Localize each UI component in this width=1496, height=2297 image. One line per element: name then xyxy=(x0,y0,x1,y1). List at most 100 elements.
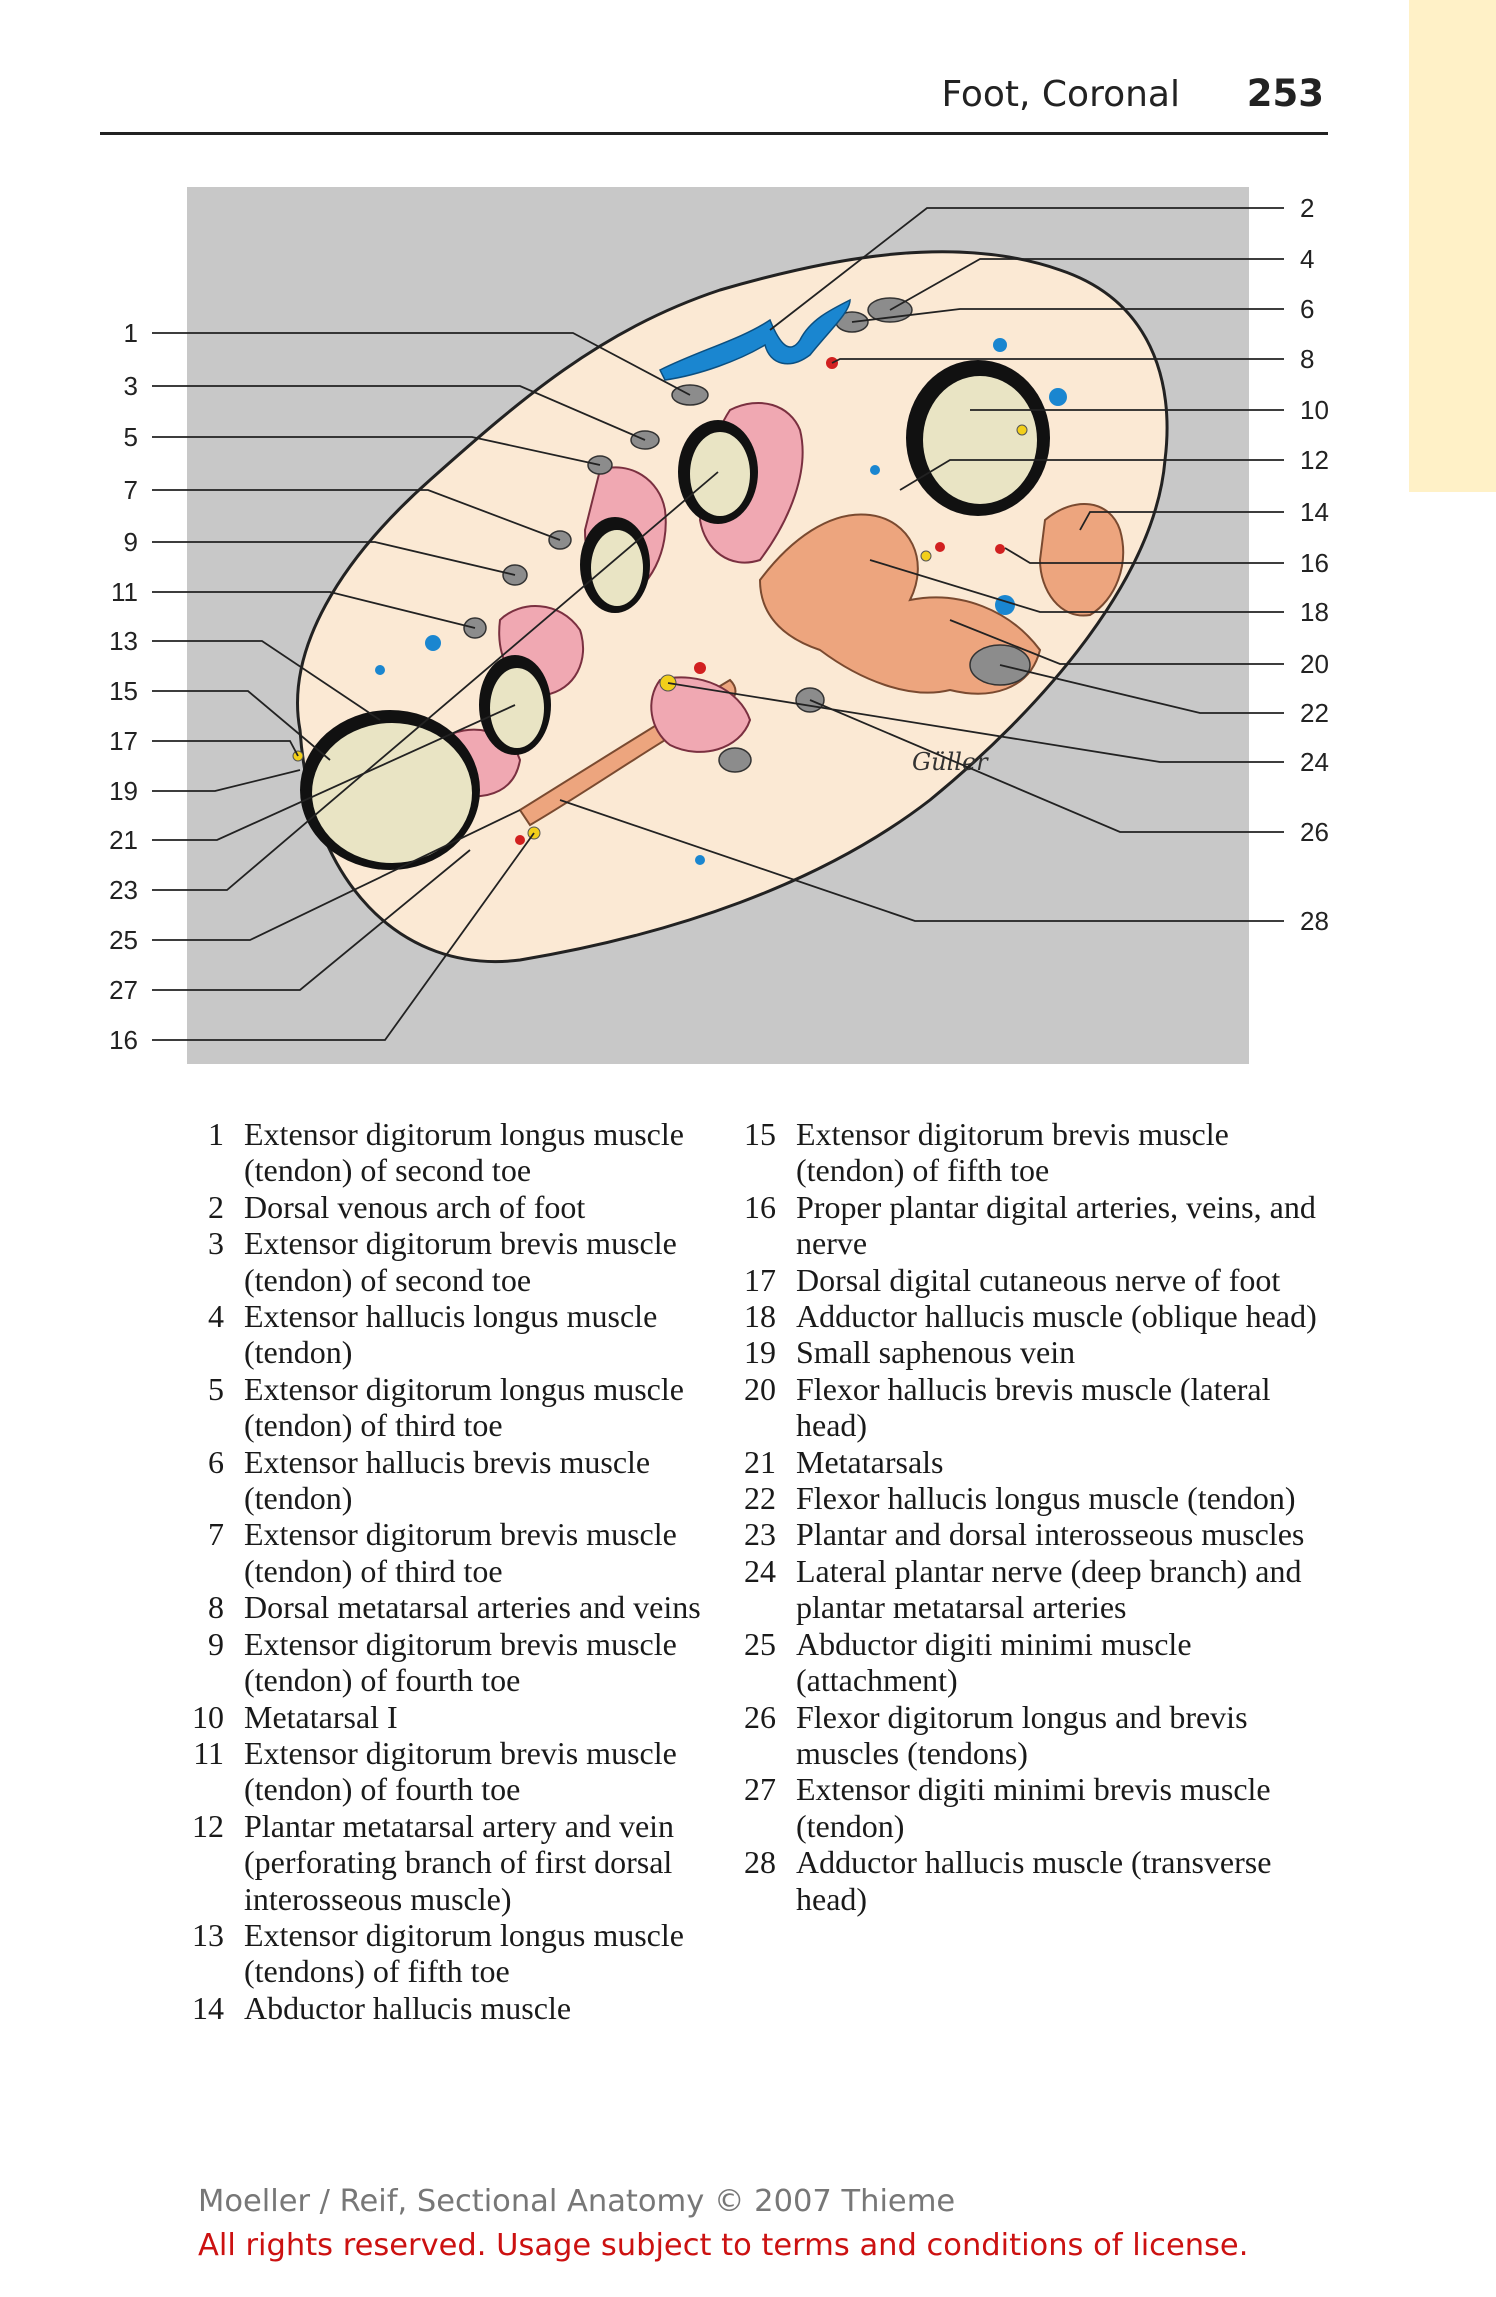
legend-item: 13 Extensor digitorum longus muscle (tend… xyxy=(178,1917,723,1990)
legend-item: 17 Dorsal digital cutaneous nerve of foot xyxy=(730,1262,1330,1298)
legend-number: 24 xyxy=(744,1552,776,1589)
legend-number: 6 xyxy=(208,1443,224,1480)
legend-text: Abductor hallucis muscle xyxy=(244,1989,572,2026)
legend-number: 19 xyxy=(744,1334,776,1371)
figure-label: 18 xyxy=(1300,597,1329,627)
figure-label: 23 xyxy=(109,875,138,905)
legend-text: Extensor digiti minimi brevis muscle (te… xyxy=(796,1771,1271,1844)
veins xyxy=(375,338,1067,865)
figure-label: 9 xyxy=(124,527,138,557)
metatarsal-1 xyxy=(906,360,1050,516)
page-number: 253 xyxy=(1246,72,1324,115)
figure-label: 7 xyxy=(124,475,138,505)
legend-number: 9 xyxy=(208,1625,224,1662)
figure-label: 21 xyxy=(109,825,138,855)
adductor-hallucis-oblique-head xyxy=(758,513,1042,695)
legend-text: Flexor hallucis brevis muscle (lateral h… xyxy=(796,1370,1271,1444)
legend-text: Extensor hallucis longus muscle (tendon) xyxy=(244,1298,658,1371)
legend-number: 28 xyxy=(744,1844,776,1881)
legend-number: 23 xyxy=(744,1516,776,1553)
legend-number: 27 xyxy=(744,1771,776,1808)
legend-number: 18 xyxy=(744,1298,776,1335)
legend-item: 19 Small saphenous vein xyxy=(730,1334,1330,1370)
legend-item: 26 Flexor digitorum longus and brevis mus… xyxy=(730,1699,1330,1772)
legend-column-2: 15 Extensor digitorum brevis muscle (tend… xyxy=(730,1116,1330,1917)
figure-label: 5 xyxy=(124,422,138,452)
figure-label: 10 xyxy=(1300,395,1329,425)
legend-item: 23 Plantar and dorsal interosseous muscle… xyxy=(730,1516,1330,1552)
legend-item: 18 Adductor hallucis muscle (oblique head… xyxy=(730,1298,1330,1334)
legend-item: 25 Abductor digiti minimi muscle (attachm… xyxy=(730,1626,1330,1699)
figure-label: 20 xyxy=(1300,649,1329,679)
legend-number: 25 xyxy=(744,1625,776,1662)
figure-label: 8 xyxy=(1300,344,1314,374)
legend-item: 21 Metatarsals xyxy=(730,1444,1330,1480)
legend-item: 6 Extensor hallucis brevis muscle (tendon… xyxy=(178,1444,723,1517)
legend-text: Extensor digitorum brevis muscle (tendon… xyxy=(244,1225,677,1298)
legend-text: Extensor digitorum brevis muscle (tendon… xyxy=(244,1516,677,1589)
page-title: Foot, Coronal xyxy=(941,74,1180,115)
legend-number: 12 xyxy=(192,1807,224,1844)
legend-item: 5 Extensor digitorum longus muscle (tendo… xyxy=(178,1371,723,1444)
legend-number: 26 xyxy=(744,1698,776,1735)
figure-label: 11 xyxy=(111,577,138,607)
page-header: Foot, Coronal 253 xyxy=(100,72,1328,135)
legend-text: Flexor digitorum longus and brevis muscl… xyxy=(796,1698,1248,1771)
legend-text: Metatarsal I xyxy=(244,1698,398,1735)
figure-label: 6 xyxy=(1300,294,1314,324)
legend-item: 12 Plantar metatarsal artery and vein (pe… xyxy=(178,1808,723,1917)
legend-item: 2 Dorsal venous arch of foot xyxy=(178,1189,723,1225)
figure-label: 4 xyxy=(1300,244,1314,274)
labels-left: 1 3 5 7 9 11 13 15 17 19 21 23 25 27 16 xyxy=(109,318,138,1055)
legend-text: Dorsal digital cutaneous nerve of foot xyxy=(796,1261,1281,1298)
legend-number: 20 xyxy=(744,1370,776,1407)
legend-item: 9 Extensor digitorum brevis muscle (tendo… xyxy=(178,1626,723,1699)
figure-label: 25 xyxy=(109,925,138,955)
figure-label: 2 xyxy=(1300,193,1314,223)
legend-item: 16 Proper plantar digital arteries, veins… xyxy=(730,1189,1330,1262)
legend-text: Extensor digitorum brevis muscle (tendon… xyxy=(796,1116,1229,1189)
legend-number: 4 xyxy=(208,1298,224,1335)
legend-number: 11 xyxy=(193,1734,224,1771)
figure-label: 13 xyxy=(109,626,138,656)
legend-text: Dorsal venous arch of foot xyxy=(244,1188,586,1225)
legend-number: 8 xyxy=(208,1589,224,1626)
legend-item: 1 Extensor digitorum longus muscle (tendo… xyxy=(178,1116,723,1189)
legend-item: 11 Extensor digitorum brevis muscle (tend… xyxy=(178,1735,723,1808)
legend-number: 10 xyxy=(192,1698,224,1735)
figure-label: 12 xyxy=(1300,445,1329,475)
legend-item: 22 Flexor hallucis longus muscle (tendon) xyxy=(730,1480,1330,1516)
legend-item: 10 Metatarsal I xyxy=(178,1699,723,1735)
abductor-hallucis xyxy=(1038,503,1125,617)
legend-text: Plantar and dorsal interosseous muscles xyxy=(796,1516,1305,1553)
legend-number: 15 xyxy=(744,1116,776,1152)
legend-text: Adductor hallucis muscle (transverse hea… xyxy=(796,1844,1272,1917)
legend-number: 16 xyxy=(744,1188,776,1225)
legend-column-1: 1 Extensor digitorum longus muscle (tendo… xyxy=(178,1116,723,2026)
legend-text: Extensor digitorum longus muscle (tendon… xyxy=(244,1916,684,1990)
metatarsals xyxy=(300,420,758,870)
legend-text: Extensor digitorum longus muscle (tendon… xyxy=(244,1116,684,1189)
figure-label: 28 xyxy=(1300,906,1329,936)
labels-right: 2 4 6 8 10 12 14 16 18 20 22 24 26 28 xyxy=(1300,193,1329,936)
legend-number: 14 xyxy=(192,1989,224,2026)
figure-label: 17 xyxy=(109,726,138,756)
legend-item: 7 Extensor digitorum brevis muscle (tendo… xyxy=(178,1516,723,1589)
figure-label: 22 xyxy=(1300,698,1329,728)
legend-item: 4 Extensor hallucis longus muscle (tendon… xyxy=(178,1298,723,1371)
legend-text: Adductor hallucis muscle (oblique head) xyxy=(796,1298,1317,1335)
legend-item: 8 Dorsal metatarsal arteries and veins xyxy=(178,1589,723,1625)
legend-text: Small saphenous vein xyxy=(796,1334,1076,1371)
legend-item: 27 Extensor digiti minimi brevis muscle (… xyxy=(730,1771,1330,1844)
legend-text: Flexor hallucis longus muscle (tendon) xyxy=(796,1480,1296,1517)
legend-number: 2 xyxy=(208,1188,224,1225)
legend-number: 13 xyxy=(192,1916,224,1953)
legend-number: 21 xyxy=(744,1443,776,1480)
legend-item: 3 Extensor digitorum brevis muscle (tendo… xyxy=(178,1225,723,1298)
legend-number: 5 xyxy=(208,1370,224,1407)
figure-label: 27 xyxy=(109,975,138,1005)
legend-item: 28 Adductor hallucis muscle (transverse h… xyxy=(730,1844,1330,1917)
legend-number: 17 xyxy=(744,1261,776,1298)
foot-coronal-illustration: Güller 1 3 5 xyxy=(109,187,1329,1064)
legend-item: 24 Lateral plantar nerve (deep branch) an… xyxy=(730,1553,1330,1626)
